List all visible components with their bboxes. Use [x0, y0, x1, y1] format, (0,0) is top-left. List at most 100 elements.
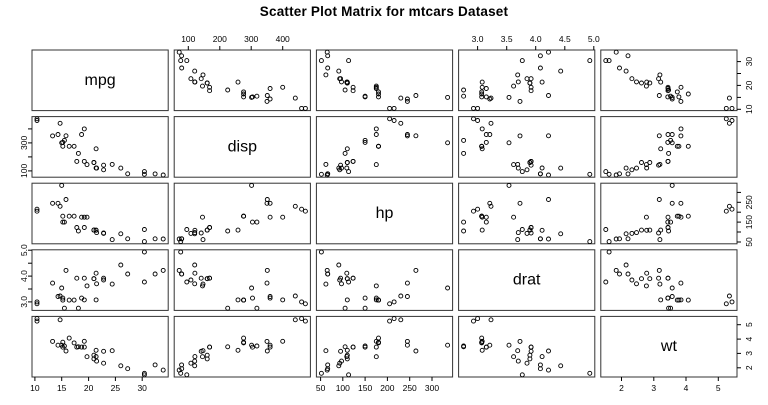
data-point	[93, 146, 99, 152]
panel-box	[173, 116, 311, 178]
data-point	[249, 342, 255, 348]
data-point	[109, 281, 115, 287]
data-point	[207, 84, 213, 90]
data-point	[318, 171, 324, 177]
data-point	[325, 171, 331, 177]
data-point	[539, 227, 545, 233]
data-point	[204, 80, 210, 86]
panel-disp-vs-wt	[600, 116, 738, 178]
data-point	[674, 143, 680, 149]
data-point	[376, 91, 381, 97]
data-point	[34, 116, 40, 122]
data-point	[249, 285, 255, 291]
axis-tick-label: 10	[30, 383, 40, 393]
axis-drat-top: 3.0 3.5 4.0 4.5 5.0	[472, 34, 600, 50]
data-point	[665, 295, 671, 301]
data-point	[517, 98, 523, 104]
data-point	[623, 262, 629, 268]
data-point	[729, 105, 735, 111]
axis-wt-bottom: 2 3 4 5	[619, 377, 721, 393]
data-point	[669, 132, 675, 137]
data-point	[373, 338, 379, 344]
data-point	[413, 348, 419, 354]
data-point	[60, 213, 66, 219]
data-point	[546, 236, 551, 242]
axis-wt-right: 2 3 4 5	[737, 322, 754, 370]
data-point	[61, 305, 67, 311]
data-point	[617, 236, 622, 242]
data-point	[404, 280, 410, 286]
data-point	[387, 301, 393, 307]
data-point	[292, 95, 298, 101]
panel-mpg-vs-disp	[173, 49, 311, 112]
data-point	[373, 354, 379, 360]
data-point	[280, 338, 286, 344]
data-point	[475, 206, 481, 212]
data-point	[623, 231, 629, 237]
data-point	[302, 208, 308, 214]
data-point	[249, 182, 255, 188]
data-point	[101, 162, 107, 168]
data-point	[475, 118, 481, 123]
data-point	[225, 344, 231, 350]
axis-drat-left: 3.0 4.0 5.0	[19, 244, 32, 308]
data-point	[74, 275, 80, 281]
data-point	[528, 344, 534, 350]
data-point	[634, 79, 639, 85]
data-point	[59, 342, 65, 348]
data-point	[527, 227, 533, 233]
data-point	[678, 297, 684, 303]
panel-disp-vs-hp	[315, 116, 454, 178]
panel-box	[458, 315, 596, 378]
data-point	[192, 227, 198, 233]
data-point	[59, 182, 65, 188]
data-point	[292, 293, 298, 299]
data-point	[362, 305, 368, 311]
data-point	[373, 126, 379, 132]
data-point	[93, 297, 99, 303]
data-point	[93, 354, 99, 360]
data-point	[264, 348, 270, 354]
data-point	[656, 267, 662, 273]
data-point	[101, 348, 107, 354]
data-point	[643, 283, 649, 289]
data-point	[479, 214, 485, 220]
data-point	[346, 372, 352, 378]
data-point	[160, 172, 166, 178]
data-point	[188, 360, 194, 366]
data-point	[207, 225, 213, 230]
data-point	[235, 347, 241, 353]
data-point	[376, 339, 381, 345]
data-point	[350, 275, 356, 281]
data-point	[336, 68, 342, 74]
axis-tick-label: 20	[84, 383, 94, 393]
data-point	[204, 227, 210, 233]
data-point	[325, 366, 331, 372]
data-point	[643, 214, 649, 220]
data-point	[200, 83, 205, 89]
data-point	[639, 80, 644, 86]
axis-tick-label: 200	[213, 34, 227, 44]
data-point	[546, 172, 551, 178]
data-point	[506, 94, 512, 100]
axis-tick-label: 4	[684, 383, 689, 393]
data-point	[179, 53, 185, 59]
data-point	[546, 367, 551, 373]
panel-hp-vs-wt	[600, 182, 738, 245]
diagonal-panel-hp: hp	[315, 182, 454, 245]
data-point	[639, 276, 644, 282]
data-point	[362, 295, 368, 301]
data-point	[658, 297, 664, 303]
data-point	[250, 295, 255, 301]
data-point	[413, 93, 419, 98]
data-point	[461, 150, 467, 156]
data-point	[71, 340, 77, 346]
data-point	[623, 68, 629, 74]
data-point	[302, 301, 308, 307]
data-point	[267, 86, 273, 91]
data-point	[639, 160, 644, 165]
data-point	[267, 295, 273, 301]
data-point	[84, 354, 90, 360]
data-point	[235, 297, 241, 303]
data-point	[318, 370, 324, 376]
